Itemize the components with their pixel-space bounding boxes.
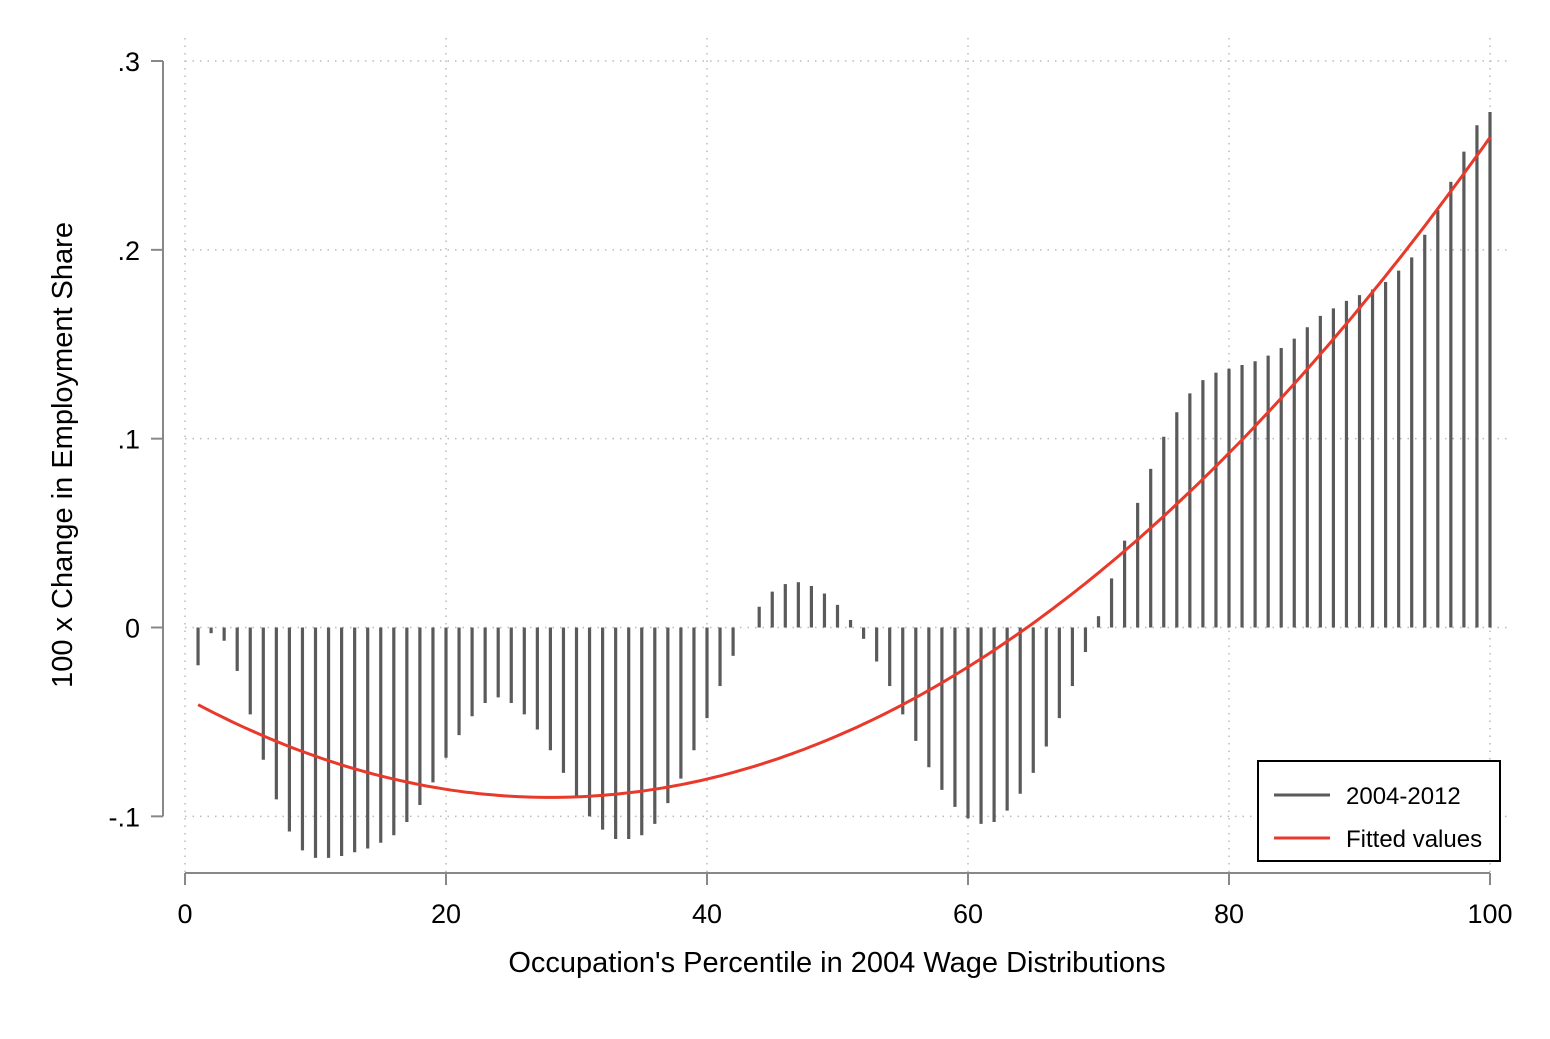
spike-series-2004-2012 [196,111,1492,858]
x-tick-label: 20 [431,899,461,929]
y-tick-label: .1 [117,425,140,455]
legend-label: Fitted values [1346,826,1482,853]
x-tick-label: 40 [692,899,722,929]
x-axis-title: Occupation's Percentile in 2004 Wage Dis… [508,947,1165,979]
fitted-values-line [197,136,1492,799]
y-tick-label: .3 [117,47,140,77]
gridlines [184,38,1512,873]
x-tick-label: 0 [177,899,192,929]
x-tick-label: 60 [953,899,983,929]
y-tick-label: .2 [117,236,140,266]
y-tick-label: -.1 [108,802,140,832]
legend-label: 2004-2012 [1346,783,1461,810]
y-axis-title: 100 x Change in Employment Share [47,222,79,688]
legend-box [1257,760,1501,862]
fitted-values-series [197,136,1492,799]
y-tick-label: 0 [125,614,140,644]
x-tick-label: 100 [1467,899,1512,929]
axes: 0 20 40 60 80 100 -.1 0 .1 .2 .3 [108,47,1512,929]
x-tick-label: 80 [1214,899,1244,929]
legend: 2004-2012 Fitted values [1257,760,1501,862]
